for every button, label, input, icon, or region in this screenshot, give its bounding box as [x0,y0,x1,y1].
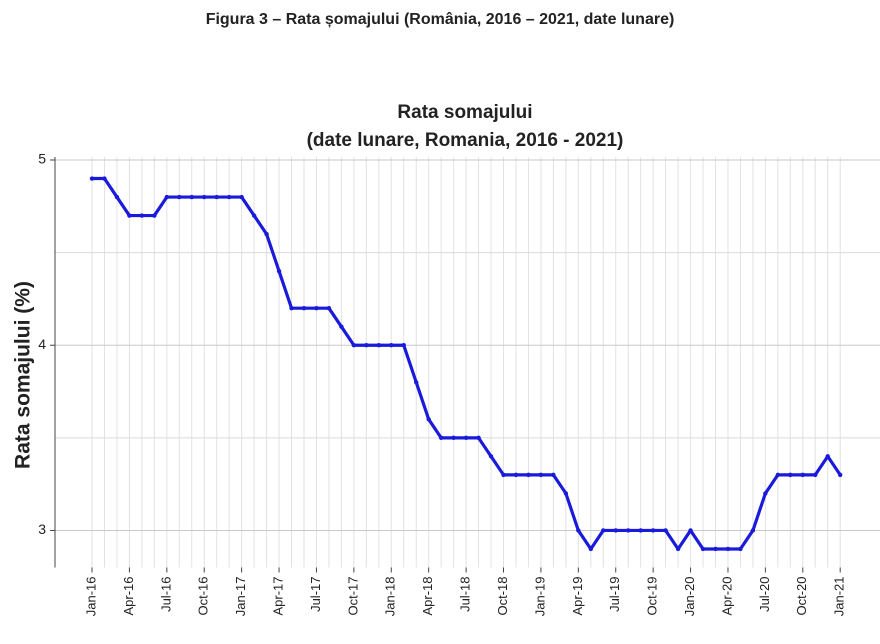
x-tick-label: Apr-19 [570,577,585,616]
data-point [164,194,170,200]
y-tick-label: 5 [38,151,46,167]
x-tick-label: Jan-18 [383,577,398,617]
data-point [426,417,431,422]
x-tick-label: Jul-20 [757,577,772,612]
data-point [626,528,631,533]
x-tick-label: Apr-20 [719,577,734,616]
data-point [289,305,294,311]
data-point [638,528,643,533]
data-point [763,491,768,496]
figure-caption: Figura 3 – Rata șomajului (România, 2016… [206,11,675,28]
data-point [713,546,718,552]
x-tick-label: Jan-16 [83,577,98,617]
y-tick-label: 3 [38,521,46,537]
x-tick-label: Apr-17 [270,577,285,616]
data-point [526,472,531,478]
data-point [650,528,656,533]
x-tick-label: Jul-17 [308,577,323,612]
data-point [576,528,581,533]
data-point [601,528,606,533]
data-point [700,546,706,552]
x-tick-label: Oct-20 [794,577,809,616]
data-point [389,343,394,348]
data-point [301,305,307,311]
data-point [738,546,743,552]
data-point [401,343,406,348]
data-point [114,194,120,200]
data-point [226,194,232,200]
data-point [251,213,257,218]
data-point [314,305,319,311]
data-point [152,213,157,218]
data-point [688,528,693,533]
data-point [563,491,569,496]
data-point [501,472,506,478]
plot-area: 3 4 5 Jan-16 Apr-16 Jul-16 Oct-16 Jan-17 Apr-17 J… [38,151,880,617]
chart-subtitle: (date lunare, Romania, 2016 - 2021) [307,130,624,151]
data-point [326,305,332,311]
x-tick-label: Oct-16 [196,577,211,616]
x-tick-label: Jan-19 [532,577,547,617]
y-tick-label: 4 [38,336,46,352]
x-tick-label: Oct-19 [645,577,660,616]
data-point [613,528,618,533]
data-point [189,194,194,200]
x-tick-label: Jul-16 [158,577,173,612]
data-point [239,194,244,200]
data-point [376,343,382,348]
data-point [488,454,494,459]
x-tick-label: Oct-18 [495,577,510,616]
x-tick-label: Jan-20 [682,577,697,617]
data-point [451,435,456,441]
data-point [538,472,544,478]
data-point [438,435,444,441]
data-point [264,231,269,237]
x-tick-label: Apr-18 [420,577,435,616]
data-point [202,194,207,200]
data-point [476,435,481,441]
x-tick-label: Apr-16 [121,577,136,616]
data-point [364,343,369,348]
chart-title: Rata somajului [397,102,532,123]
data-point [551,472,556,478]
data-point [463,435,469,441]
data-point [750,528,756,533]
data-point [725,546,731,552]
data-point [139,213,145,218]
data-point [276,268,282,274]
data-point [838,472,843,478]
data-point [414,380,419,385]
data-point [588,546,593,552]
data-point [339,324,344,329]
data-point [800,472,805,478]
data-point [351,343,357,348]
x-tick-label: Jul-19 [607,577,622,612]
data-point [89,176,95,181]
x-tick-label: Jan-21 [832,577,847,617]
x-tick-label: Oct-17 [345,577,360,616]
data-point [675,546,681,552]
x-tick-label: Jul-18 [458,577,473,612]
data-point [775,472,781,478]
data-point [102,176,107,181]
data-point [813,472,818,478]
data-point [788,472,793,478]
data-point [663,528,668,533]
x-tick-label: Jan-17 [233,577,248,617]
data-point [177,194,182,200]
data-point [127,213,132,218]
data-point [825,454,830,459]
data-point [513,472,519,478]
y-axis-label: Rata somajului (%) [12,281,35,469]
data-point [214,194,219,200]
